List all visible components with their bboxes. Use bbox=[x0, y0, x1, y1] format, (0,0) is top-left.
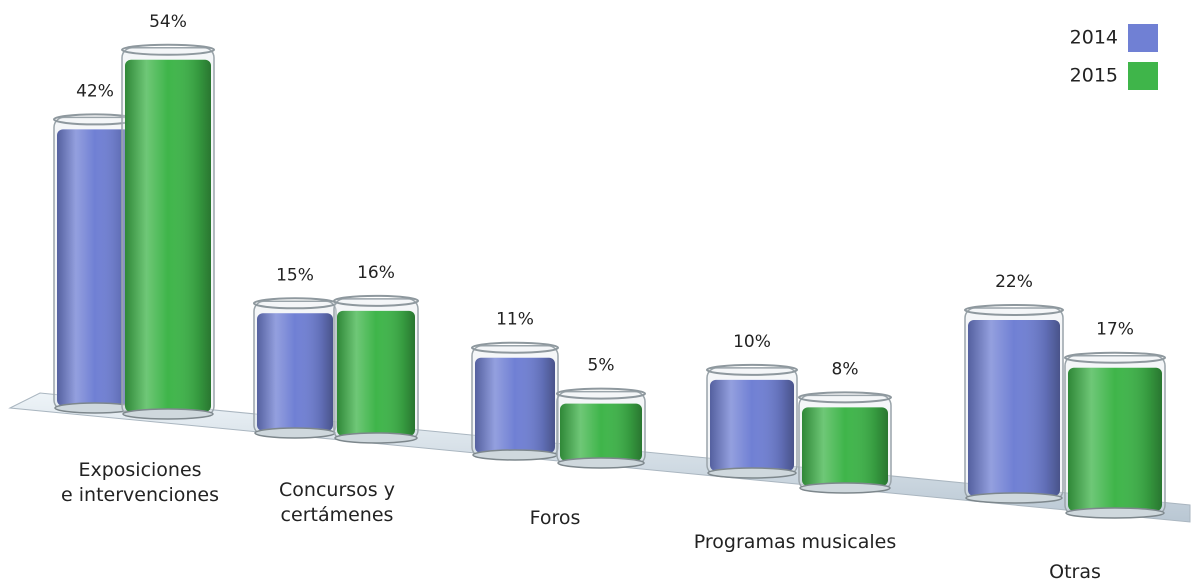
glass-rim bbox=[471, 341, 559, 354]
glass-rim bbox=[706, 363, 798, 376]
glass-rim bbox=[121, 43, 215, 56]
legend-swatch bbox=[1128, 24, 1158, 52]
value-label: 17% bbox=[1096, 320, 1134, 340]
glass-rim bbox=[964, 304, 1064, 317]
bar-shine bbox=[1068, 367, 1162, 511]
legend-swatch bbox=[1128, 62, 1158, 90]
glass-base bbox=[707, 467, 797, 479]
value-label: 42% bbox=[76, 81, 114, 101]
bar-shine bbox=[337, 310, 415, 436]
value-label: 11% bbox=[496, 310, 534, 330]
bar-shine bbox=[57, 129, 133, 407]
category-label: Foros bbox=[529, 507, 581, 529]
value-label: 10% bbox=[733, 332, 771, 352]
glass-rim bbox=[1064, 351, 1166, 364]
bar-shine bbox=[968, 320, 1060, 496]
bar-shine bbox=[710, 379, 794, 471]
glass-base bbox=[1065, 507, 1165, 519]
glass-base bbox=[557, 457, 645, 469]
value-label: 8% bbox=[832, 359, 859, 379]
value-label: 22% bbox=[995, 272, 1033, 292]
bar-shine bbox=[475, 357, 555, 453]
glass-rim bbox=[798, 391, 892, 404]
legend-label: 2015 bbox=[1070, 65, 1118, 87]
glass-base bbox=[472, 449, 558, 461]
value-label: 54% bbox=[149, 12, 187, 32]
value-label: 5% bbox=[588, 356, 615, 376]
glass-base bbox=[799, 482, 891, 494]
legend-label: 2014 bbox=[1070, 27, 1118, 49]
category-label: Exposiciones e intervenciones bbox=[61, 459, 219, 506]
bar-shine bbox=[125, 59, 211, 412]
glass-base bbox=[254, 427, 336, 439]
bar-shine bbox=[257, 313, 333, 431]
glass-rim bbox=[333, 294, 419, 307]
glass-rim bbox=[556, 387, 646, 400]
bar-shine bbox=[802, 407, 888, 486]
value-label: 15% bbox=[276, 265, 314, 285]
value-label: 16% bbox=[357, 263, 395, 283]
bar-shine bbox=[560, 403, 642, 461]
category-label: Otras actividades bbox=[1049, 561, 1101, 581]
glass-base bbox=[965, 492, 1063, 504]
glass-base bbox=[122, 408, 214, 420]
glass-base bbox=[334, 432, 418, 444]
category-label: Programas musicales bbox=[693, 531, 897, 553]
category-label: Concursos y certámenes bbox=[279, 479, 395, 526]
